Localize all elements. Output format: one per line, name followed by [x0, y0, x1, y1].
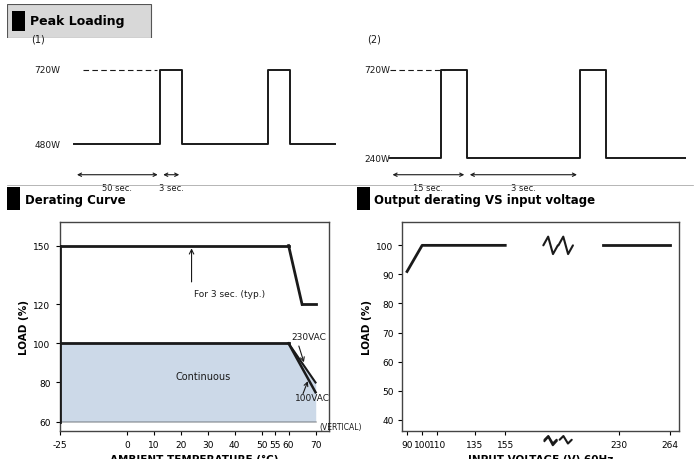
- Text: For 3 sec. (typ.): For 3 sec. (typ.): [195, 289, 265, 298]
- Text: Peak Loading: Peak Loading: [29, 15, 124, 28]
- Y-axis label: LOAD (%): LOAD (%): [19, 300, 29, 354]
- Text: 3 sec.: 3 sec.: [159, 184, 183, 193]
- Text: 480W: 480W: [34, 140, 60, 150]
- X-axis label: INPUT VOLTAGE (V) 60Hz: INPUT VOLTAGE (V) 60Hz: [468, 453, 613, 459]
- Text: 720W: 720W: [364, 66, 390, 75]
- Text: 3 sec.: 3 sec.: [511, 184, 536, 193]
- Bar: [357, 188, 370, 210]
- Text: Derating Curve: Derating Curve: [25, 194, 125, 207]
- Text: (1): (1): [31, 34, 45, 44]
- Text: 100VAC: 100VAC: [295, 393, 330, 402]
- Text: 15 sec.: 15 sec.: [414, 184, 443, 193]
- Text: 240W: 240W: [364, 154, 390, 163]
- Text: 720W: 720W: [34, 66, 60, 75]
- Bar: [13, 11, 25, 32]
- Text: 50 sec.: 50 sec.: [102, 184, 132, 193]
- Text: Output derating VS input voltage: Output derating VS input voltage: [374, 194, 596, 207]
- Text: Continuous: Continuous: [176, 371, 230, 381]
- Text: 230VAC: 230VAC: [291, 333, 326, 341]
- Polygon shape: [60, 344, 316, 422]
- Bar: [7, 188, 20, 210]
- FancyBboxPatch shape: [7, 5, 151, 39]
- X-axis label: AMBIENT TEMPERATURE (°C): AMBIENT TEMPERATURE (°C): [110, 453, 279, 459]
- Text: (VERTICAL): (VERTICAL): [320, 422, 362, 431]
- Y-axis label: LOAD (%): LOAD (%): [362, 300, 372, 354]
- Text: (2): (2): [368, 34, 381, 44]
